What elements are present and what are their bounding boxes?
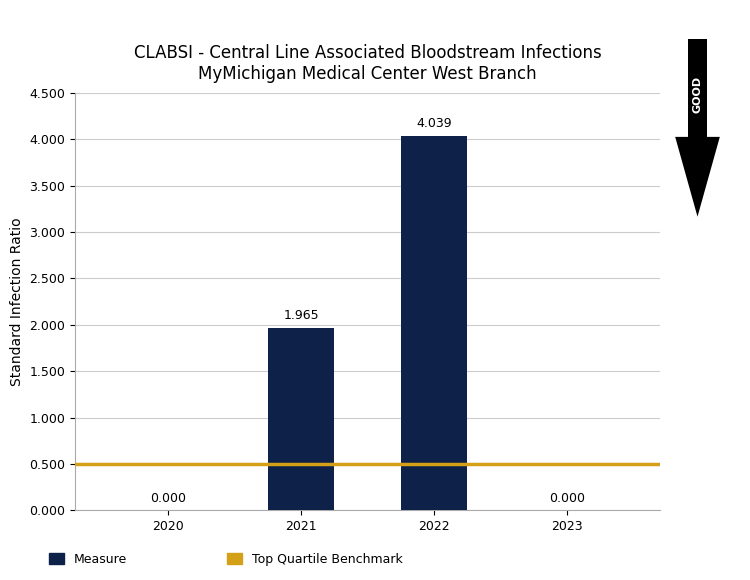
Text: 1.965: 1.965: [284, 310, 319, 322]
Legend: Measure, Top Quartile Benchmark: Measure, Top Quartile Benchmark: [44, 548, 408, 571]
Bar: [688, 38, 707, 150]
Bar: [400, 136, 467, 510]
Text: 0.000: 0.000: [549, 492, 585, 505]
Y-axis label: Standard Infection Ratio: Standard Infection Ratio: [10, 218, 24, 386]
Polygon shape: [675, 137, 720, 217]
Text: GOOD: GOOD: [692, 75, 703, 113]
Text: 0.000: 0.000: [150, 492, 186, 505]
Text: 4.039: 4.039: [416, 117, 452, 130]
Title: CLABSI - Central Line Associated Bloodstream Infections
MyMichigan Medical Cente: CLABSI - Central Line Associated Bloodst…: [134, 44, 602, 83]
Bar: [268, 328, 334, 510]
